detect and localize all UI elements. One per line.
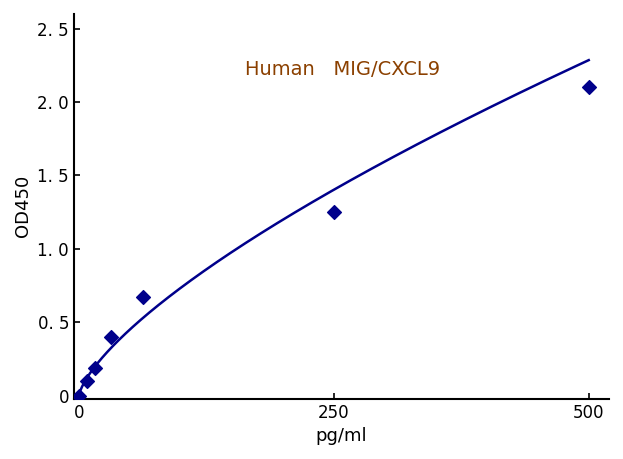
Point bbox=[329, 208, 339, 216]
Point bbox=[74, 392, 84, 399]
Point bbox=[584, 84, 594, 91]
Point bbox=[90, 364, 100, 371]
Point bbox=[82, 377, 92, 385]
Point bbox=[106, 333, 116, 341]
Point bbox=[138, 294, 148, 301]
X-axis label: pg/ml: pg/ml bbox=[316, 427, 368, 445]
Y-axis label: OD450: OD450 bbox=[14, 175, 32, 237]
Text: Human   MIG/CXCL9: Human MIG/CXCL9 bbox=[245, 60, 440, 79]
